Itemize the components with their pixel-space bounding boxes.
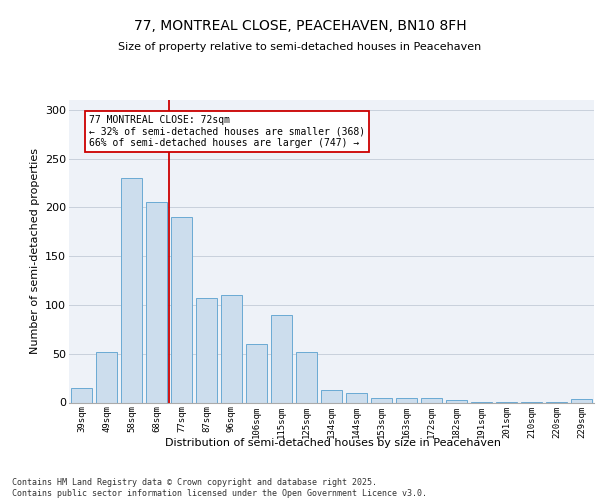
Bar [171, 217, 192, 402]
Text: Distribution of semi-detached houses by size in Peacehaven: Distribution of semi-detached houses by … [165, 438, 501, 448]
Bar [221, 295, 242, 403]
Bar [571, 398, 592, 402]
Bar [296, 352, 317, 403]
Bar [196, 298, 217, 403]
Bar [371, 398, 392, 402]
Bar [96, 352, 117, 403]
Text: 77 MONTREAL CLOSE: 72sqm
← 32% of semi-detached houses are smaller (368)
66% of : 77 MONTREAL CLOSE: 72sqm ← 32% of semi-d… [89, 114, 365, 148]
Bar [421, 398, 442, 402]
Bar [146, 202, 167, 402]
Y-axis label: Number of semi-detached properties: Number of semi-detached properties [29, 148, 40, 354]
Bar [271, 314, 292, 402]
Text: 77, MONTREAL CLOSE, PEACEHAVEN, BN10 8FH: 77, MONTREAL CLOSE, PEACEHAVEN, BN10 8FH [134, 18, 466, 32]
Bar [246, 344, 267, 403]
Bar [446, 400, 467, 402]
Bar [71, 388, 92, 402]
Bar [321, 390, 342, 402]
Text: Contains HM Land Registry data © Crown copyright and database right 2025.
Contai: Contains HM Land Registry data © Crown c… [12, 478, 427, 498]
Bar [346, 392, 367, 402]
Bar [396, 398, 417, 402]
Bar [121, 178, 142, 402]
Text: Size of property relative to semi-detached houses in Peacehaven: Size of property relative to semi-detach… [118, 42, 482, 52]
